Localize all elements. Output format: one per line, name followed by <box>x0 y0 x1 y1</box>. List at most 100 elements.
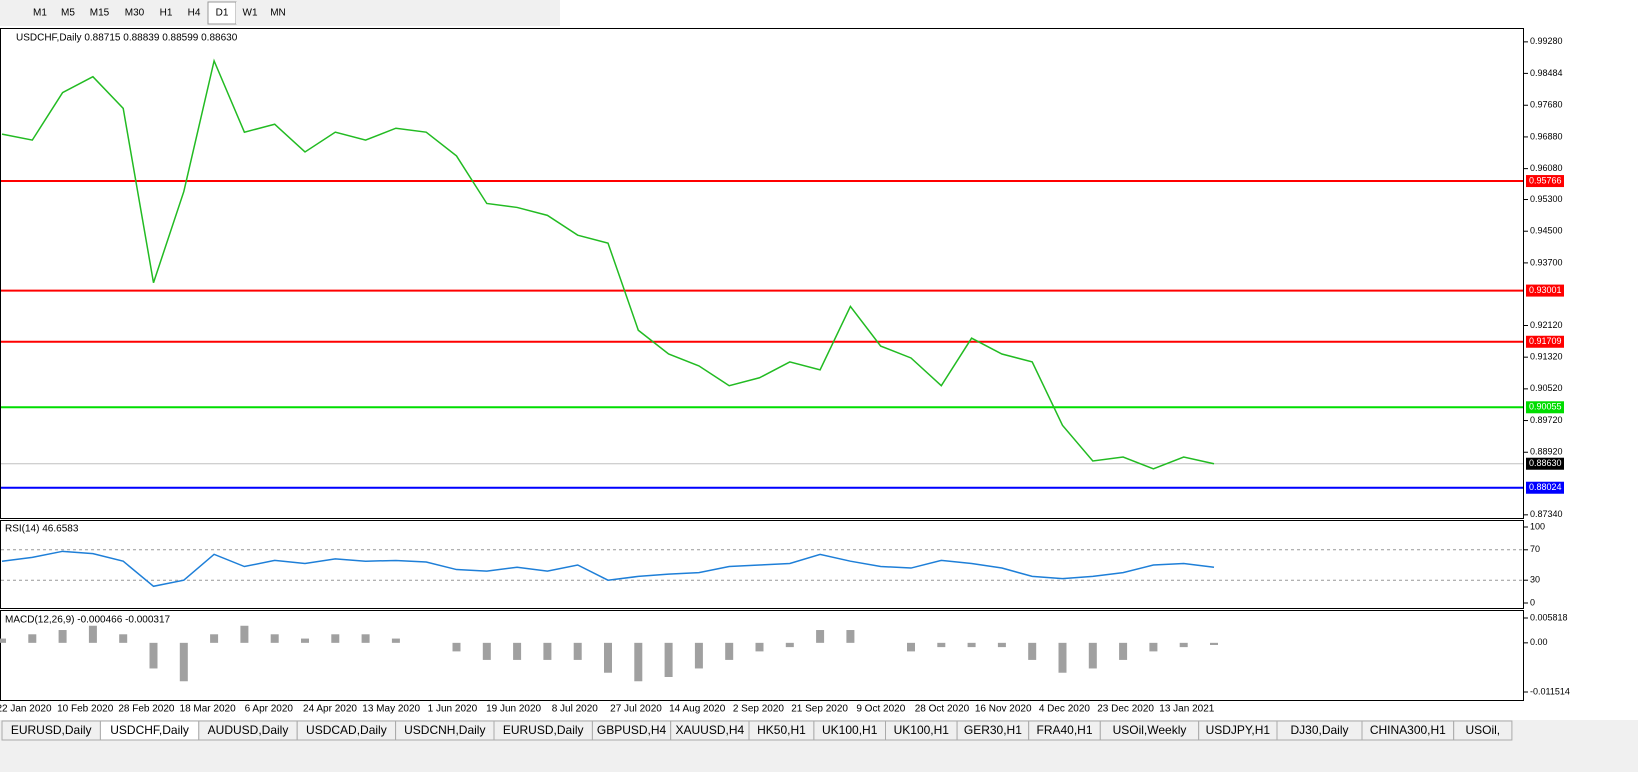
histogram-bar <box>0 638 6 643</box>
timeframe-button[interactable] <box>264 2 292 24</box>
timeframe-button[interactable] <box>117 2 152 24</box>
tab-label[interactable]: EURUSD,Daily <box>11 723 92 737</box>
y-tick-label: 0.93700 <box>1530 257 1563 267</box>
timeframe-label[interactable]: H1 <box>160 8 173 19</box>
y-tick-label: 30 <box>1530 575 1540 585</box>
x-tick-label: 22 Jan 2020 <box>0 704 52 715</box>
histogram-bar <box>482 642 491 660</box>
level-label-box <box>1526 481 1564 494</box>
histogram-bar <box>1149 642 1158 652</box>
timeframe-button[interactable] <box>26 2 54 24</box>
x-tick-label: 13 Jan 2021 <box>1159 704 1214 715</box>
x-tick-label: 19 Jun 2020 <box>486 704 541 715</box>
x-tick-label: 28 Feb 2020 <box>118 704 175 715</box>
timeframe-label[interactable]: MN <box>270 8 286 19</box>
x-tick-label: 2 Sep 2020 <box>733 704 785 715</box>
y-tick-label: 0.00 <box>1530 637 1548 647</box>
tab-label[interactable]: USDCAD,Daily <box>306 723 387 737</box>
histogram-bar <box>28 634 37 643</box>
level-label-box <box>1526 335 1564 348</box>
macd-panel <box>0 610 1524 701</box>
tab-label[interactable]: USOil, <box>1465 723 1500 737</box>
x-tick-label: 16 Nov 2020 <box>975 704 1032 715</box>
histogram-bar <box>694 642 703 669</box>
timeframe-label[interactable]: W1 <box>243 8 258 19</box>
rsi-panel <box>0 520 1524 609</box>
timeframe-button[interactable] <box>180 2 208 24</box>
histogram-bar <box>240 625 249 643</box>
histogram-bar <box>907 642 915 652</box>
histogram-bar <box>513 642 522 660</box>
histogram-bar <box>1210 642 1218 645</box>
timeframe-label[interactable]: M30 <box>125 8 145 19</box>
histogram-bar <box>1119 642 1128 660</box>
tab-label[interactable]: FRA40,H1 <box>1036 723 1092 737</box>
y-tick-label: 0.005818 <box>1530 612 1568 622</box>
timeframe-label[interactable]: M5 <box>61 8 75 19</box>
histogram-bar <box>604 642 612 673</box>
histogram-bar <box>210 634 219 643</box>
tab-label[interactable]: CHINA300,H1 <box>1370 723 1446 737</box>
x-tick-label: 13 May 2020 <box>362 704 420 715</box>
tab-label[interactable]: USOil,Weekly <box>1113 723 1187 737</box>
tab-label[interactable]: EURUSD,Daily <box>503 723 584 737</box>
histogram-bar <box>1058 642 1067 673</box>
histogram-bar <box>88 625 97 643</box>
histogram-bar <box>331 634 340 643</box>
tab-label[interactable]: USDJPY,H1 <box>1206 723 1271 737</box>
tab-label[interactable]: USDCNH,Daily <box>404 723 485 737</box>
histogram-bar <box>149 642 158 669</box>
histogram-bar <box>755 642 764 652</box>
histogram-bar <box>1088 642 1097 669</box>
timeframe-label[interactable]: M15 <box>90 8 110 19</box>
histogram-bar <box>301 638 309 643</box>
histogram-bar <box>785 642 794 648</box>
level-label: 0.88630 <box>1529 458 1562 468</box>
tab-label[interactable]: UK100,H1 <box>822 723 878 737</box>
macd-title: MACD(12,26,9) -0.000466 -0.000317 <box>5 615 171 626</box>
series-line <box>1 58 1215 470</box>
histogram-bar <box>543 642 552 660</box>
histogram-bar <box>997 642 1006 648</box>
tab-label[interactable]: USDCHF,Daily <box>110 723 189 737</box>
tab-label[interactable]: DJ30,Daily <box>1290 723 1348 737</box>
timeframe-button[interactable] <box>82 2 117 24</box>
histogram-bar <box>816 630 825 643</box>
tab-label[interactable]: GBPUSD,H4 <box>597 723 667 737</box>
timeframe-label[interactable]: H4 <box>188 8 201 19</box>
level-label-box <box>1526 401 1564 414</box>
tab-label[interactable]: UK100,H1 <box>894 723 950 737</box>
y-tick-label: 0.96880 <box>1530 131 1563 141</box>
x-tick-label: 23 Dec 2020 <box>1097 704 1154 715</box>
tab[interactable] <box>1453 720 1513 741</box>
histogram-bar <box>1028 642 1037 660</box>
y-tick-label: 0.89720 <box>1530 415 1563 425</box>
timeframe-button[interactable] <box>236 2 264 24</box>
histogram-bar <box>846 630 855 643</box>
y-tick-label: 0.94500 <box>1530 226 1563 236</box>
tab-label[interactable]: AUDUSD,Daily <box>208 723 289 737</box>
histogram-bar <box>452 642 461 652</box>
timeframe-button[interactable] <box>152 2 180 24</box>
x-tick-label: 1 Jun 2020 <box>428 704 478 715</box>
histogram-bar <box>361 634 370 643</box>
price-panel <box>0 28 1524 519</box>
x-tick-label: 18 Mar 2020 <box>180 704 237 715</box>
y-tick-label: -0.011514 <box>1530 686 1570 696</box>
y-tick-label: 0.97680 <box>1530 100 1563 110</box>
tab-label[interactable]: HK50,H1 <box>757 723 806 737</box>
histogram-bar <box>967 642 976 648</box>
x-tick-label: 27 Jul 2020 <box>610 704 662 715</box>
tab-label[interactable]: GER30,H1 <box>964 723 1022 737</box>
timeframe-button[interactable] <box>54 2 82 24</box>
y-tick-label: 100 <box>1530 521 1545 531</box>
timeframe-label[interactable]: M1 <box>33 8 47 19</box>
tab-label[interactable]: XAUUSD,H4 <box>676 723 745 737</box>
series-line <box>1 550 1215 588</box>
y-tick-label: 0.90520 <box>1530 383 1563 393</box>
timeframe-label[interactable]: D1 <box>216 8 229 19</box>
x-tick-label: 28 Oct 2020 <box>915 704 970 715</box>
x-tick-label: 6 Apr 2020 <box>245 704 294 715</box>
x-tick-label: 8 Jul 2020 <box>552 704 599 715</box>
histogram-bar <box>1179 642 1188 648</box>
